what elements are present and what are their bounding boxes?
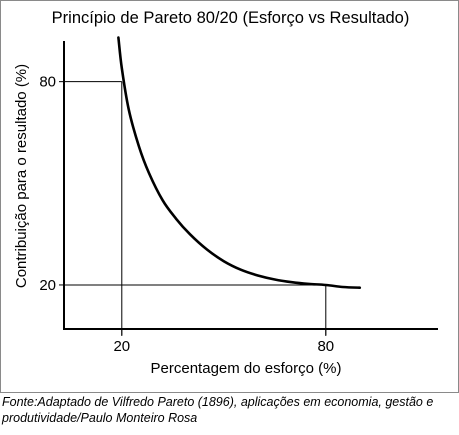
y-axis-label: Contribuição para o resultado (%) [13,64,30,288]
chart-title: Princípio de Pareto 80/20 (Esforço vs Re… [51,9,410,27]
x-tick-label: 80 [317,338,334,355]
x-axis-label: Percentagem do esforço (%) [151,360,342,377]
chart-plot: 20 80 20 80 Percentagem do esforço (%) Cont… [13,36,438,377]
pareto-curve [117,36,362,289]
chart-frame: Princípio de Pareto 80/20 (Esforço vs Re… [0,0,459,393]
y-tick-label: 80 [39,74,56,91]
y-tick-label: 20 [39,277,56,294]
x-tick-label: 20 [113,338,130,355]
source-note: Fonte:Adaptado de Vilfredo Pareto (1896)… [2,395,434,425]
